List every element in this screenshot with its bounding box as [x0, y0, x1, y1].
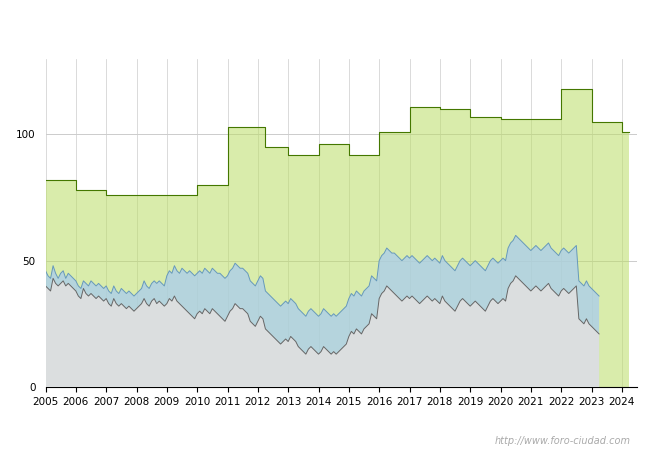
Text: http://www.foro-ciudad.com: http://www.foro-ciudad.com — [495, 436, 630, 446]
Text: Torres de Albarracín - Evolucion de la poblacion en edad de Trabajar Mayo de 202: Torres de Albarracín - Evolucion de la p… — [1, 18, 649, 32]
